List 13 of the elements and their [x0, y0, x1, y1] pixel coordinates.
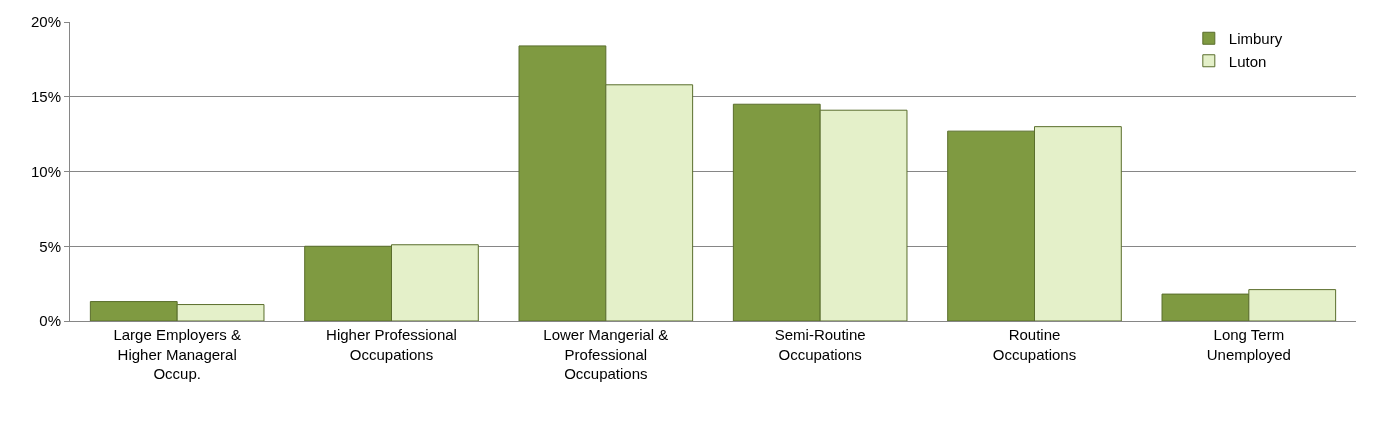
- x-tick-label: Long Term Unemployed: [1206, 326, 1291, 363]
- y-tick-label: 15%: [30, 88, 61, 105]
- x-tick-label: Higher Professional Occupations: [326, 326, 457, 363]
- legend-label: Limbury: [1228, 30, 1283, 48]
- y-tick-label: 5%: [39, 237, 61, 255]
- y-tick-label: 20%: [30, 13, 61, 31]
- legend-label: Luton: [1228, 52, 1267, 70]
- y-tick-label: 10%: [30, 162, 61, 180]
- x-tick-label: Routine Occupations: [992, 326, 1077, 363]
- y-tick-label: 0%: [39, 312, 61, 330]
- x-tick-label: Lower Mangerial & Professional Occupations: [543, 326, 669, 382]
- x-tick-label: Large Employers & Higher Manageral Occup.: [113, 326, 241, 382]
- x-tick-label: Semi-Routine Occupations: [774, 326, 866, 363]
